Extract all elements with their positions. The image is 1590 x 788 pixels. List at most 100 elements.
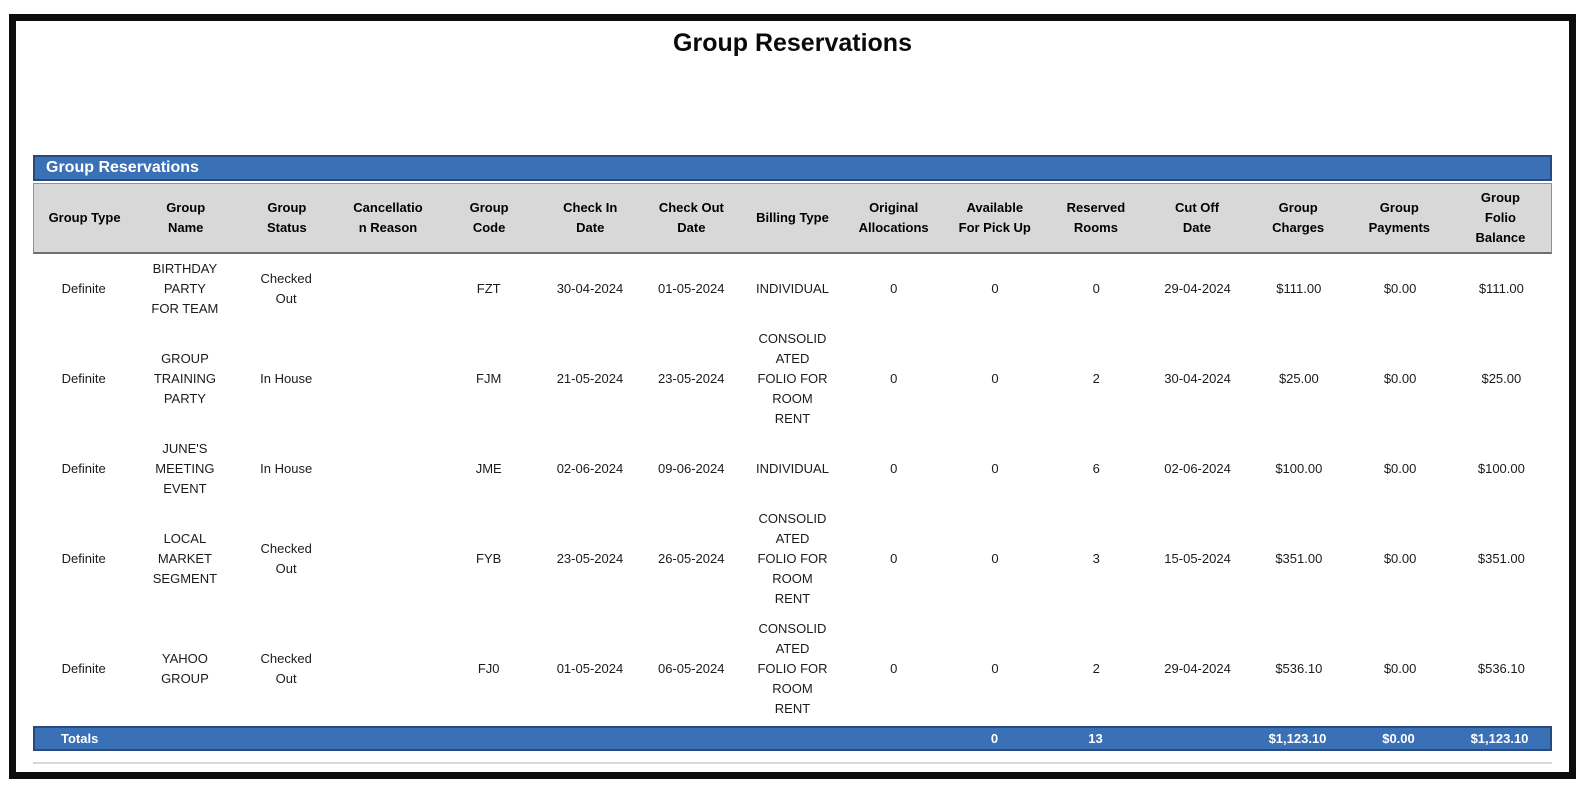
cell-billing-type: CONSOLID ATED FOLIO FOR ROOM RENT	[757, 511, 828, 606]
cell-group-charges: $25.00	[1278, 371, 1319, 386]
cell-group-folio-balance: $111.00	[1478, 281, 1524, 296]
cell-group-folio-balance: $351.00	[1477, 551, 1525, 566]
table-row: Definite BIRTHDAY PARTY FOR TEAM Checked…	[33, 254, 1552, 324]
cell-cut-off-date: 02-06-2024	[1164, 461, 1231, 476]
cell-original-allocations: 0	[890, 371, 898, 386]
col-header-available-for-pick-up: Available For Pick Up	[958, 200, 1031, 235]
section-header-bar: Group Reservations	[33, 155, 1552, 181]
cell-check-in-date: 21-05-2024	[556, 371, 624, 386]
cell-group-name: JUNE'S MEETING EVENT	[155, 441, 215, 496]
cell-group-charges: $351.00	[1275, 551, 1323, 566]
col-header-group-code: Group Code	[469, 200, 509, 235]
cell-group-code: FZT	[476, 281, 501, 296]
totals-row: Totals 0 13 $1,123.10 $0.00 $1,123.10	[33, 726, 1552, 751]
col-header-group-charges: Group Charges	[1272, 200, 1325, 235]
cell-check-in-date: 30-04-2024	[556, 281, 624, 296]
group-reservations-report: Group Reservations Group Type Group Name…	[33, 155, 1552, 751]
cell-original-allocations: 0	[890, 551, 898, 566]
col-header-cut-off-date: Cut Off Date	[1175, 200, 1220, 235]
cell-check-in-date: 01-05-2024	[556, 661, 624, 676]
cell-group-type: Definite	[61, 281, 106, 296]
cell-group-type: Definite	[61, 461, 106, 476]
totals-available-for-pick-up: 0	[990, 731, 999, 746]
cell-reserved-rooms: 2	[1092, 371, 1100, 386]
cell-group-status: Checked Out	[260, 651, 312, 686]
col-header-group-type: Group Type	[48, 210, 121, 225]
cell-reserved-rooms: 3	[1092, 551, 1100, 566]
cell-group-payments: $0.00	[1383, 281, 1417, 296]
table-body: Definite BIRTHDAY PARTY FOR TEAM Checked…	[33, 254, 1552, 724]
cell-available-for-pick-up: 0	[991, 281, 999, 296]
cell-group-status: Checked Out	[260, 541, 312, 576]
cell-check-out-date: 26-05-2024	[657, 551, 725, 566]
col-header-reserved-rooms: Reserved Rooms	[1066, 200, 1126, 235]
cell-original-allocations: 0	[890, 461, 898, 476]
cell-available-for-pick-up: 0	[991, 661, 999, 676]
cell-group-code: JME	[475, 461, 502, 476]
table-row: Definite GROUP TRAINING PARTY In House F…	[33, 324, 1552, 434]
table-header-row: Group Type Group Name Group Status Cance…	[33, 183, 1552, 254]
page-bottom-rule	[33, 762, 1552, 764]
cell-billing-type: CONSOLID ATED FOLIO FOR ROOM RENT	[757, 331, 828, 426]
cell-cut-off-date: 15-05-2024	[1164, 551, 1231, 566]
cell-available-for-pick-up: 0	[991, 461, 999, 476]
cell-group-charges: $100.00	[1275, 461, 1323, 476]
cell-billing-type: INDIVIDUAL	[756, 281, 829, 296]
cell-original-allocations: 0	[890, 281, 898, 296]
cell-check-out-date: 09-06-2024	[657, 461, 725, 476]
cell-group-payments: $0.00	[1383, 551, 1417, 566]
cell-available-for-pick-up: 0	[991, 551, 999, 566]
cell-group-folio-balance: $100.00	[1477, 461, 1525, 476]
cell-group-name: GROUP TRAINING PARTY	[153, 351, 216, 406]
cell-group-code: FJM	[476, 371, 502, 386]
cell-group-payments: $0.00	[1383, 461, 1417, 476]
cell-check-in-date: 23-05-2024	[556, 551, 624, 566]
col-header-check-out-date: Check Out Date	[658, 200, 724, 235]
cell-group-code: FJ0	[477, 661, 500, 676]
cell-group-code: FYB	[476, 551, 502, 566]
col-header-group-name: Group Name	[166, 200, 206, 235]
cell-group-status: In House	[260, 461, 313, 476]
totals-group-folio-balance: $1,123.10	[1470, 731, 1529, 746]
totals-reserved-rooms: 13	[1088, 731, 1103, 746]
cell-cut-off-date: 30-04-2024	[1164, 371, 1231, 386]
report-page: Group Reservations Group Reservations Gr…	[9, 14, 1576, 779]
cell-available-for-pick-up: 0	[991, 371, 999, 386]
totals-label: Totals	[61, 731, 99, 746]
table-row: Definite JUNE'S MEETING EVENT In House J…	[33, 434, 1552, 504]
cell-group-name: BIRTHDAY PARTY FOR TEAM	[151, 261, 219, 316]
cell-group-status: Checked Out	[260, 271, 312, 306]
cell-group-name: YAHOO GROUP	[161, 651, 209, 686]
cell-billing-type: CONSOLID ATED FOLIO FOR ROOM RENT	[757, 621, 828, 716]
table-row: Definite YAHOO GROUP Checked Out FJ0 01-…	[33, 614, 1552, 724]
totals-group-charges: $1,123.10	[1268, 731, 1327, 746]
cell-group-status: In House	[260, 371, 313, 386]
cell-group-folio-balance: $25.00	[1481, 371, 1522, 386]
cell-reserved-rooms: 0	[1092, 281, 1100, 296]
cell-reserved-rooms: 6	[1092, 461, 1100, 476]
col-header-group-folio-balance: Group Folio Balance	[1475, 190, 1526, 245]
cell-check-out-date: 23-05-2024	[657, 371, 725, 386]
cell-check-out-date: 01-05-2024	[657, 281, 725, 296]
table-row: Definite LOCAL MARKET SEGMENT Checked Ou…	[33, 504, 1552, 614]
cell-group-name: LOCAL MARKET SEGMENT	[152, 531, 218, 586]
cell-group-payments: $0.00	[1383, 371, 1417, 386]
col-header-cancellation-reason: Cancellatio n Reason	[353, 200, 423, 235]
col-header-original-allocations: Original Allocations	[858, 200, 929, 235]
cell-group-charges: $111.00	[1276, 281, 1322, 296]
cell-billing-type: INDIVIDUAL	[756, 461, 829, 476]
cell-cut-off-date: 29-04-2024	[1164, 661, 1231, 676]
cell-check-out-date: 06-05-2024	[657, 661, 725, 676]
col-header-group-payments: Group Payments	[1368, 200, 1430, 235]
cell-cut-off-date: 29-04-2024	[1164, 281, 1231, 296]
page-title: Group Reservations	[673, 29, 912, 57]
cell-group-type: Definite	[61, 661, 106, 676]
totals-group-payments: $0.00	[1382, 731, 1415, 746]
col-header-billing-type: Billing Type	[756, 210, 829, 225]
cell-check-in-date: 02-06-2024	[556, 461, 624, 476]
cell-group-type: Definite	[61, 551, 106, 566]
cell-group-folio-balance: $536.10	[1477, 661, 1525, 676]
cell-original-allocations: 0	[890, 661, 898, 676]
cell-reserved-rooms: 2	[1092, 661, 1100, 676]
cell-group-type: Definite	[61, 371, 106, 386]
